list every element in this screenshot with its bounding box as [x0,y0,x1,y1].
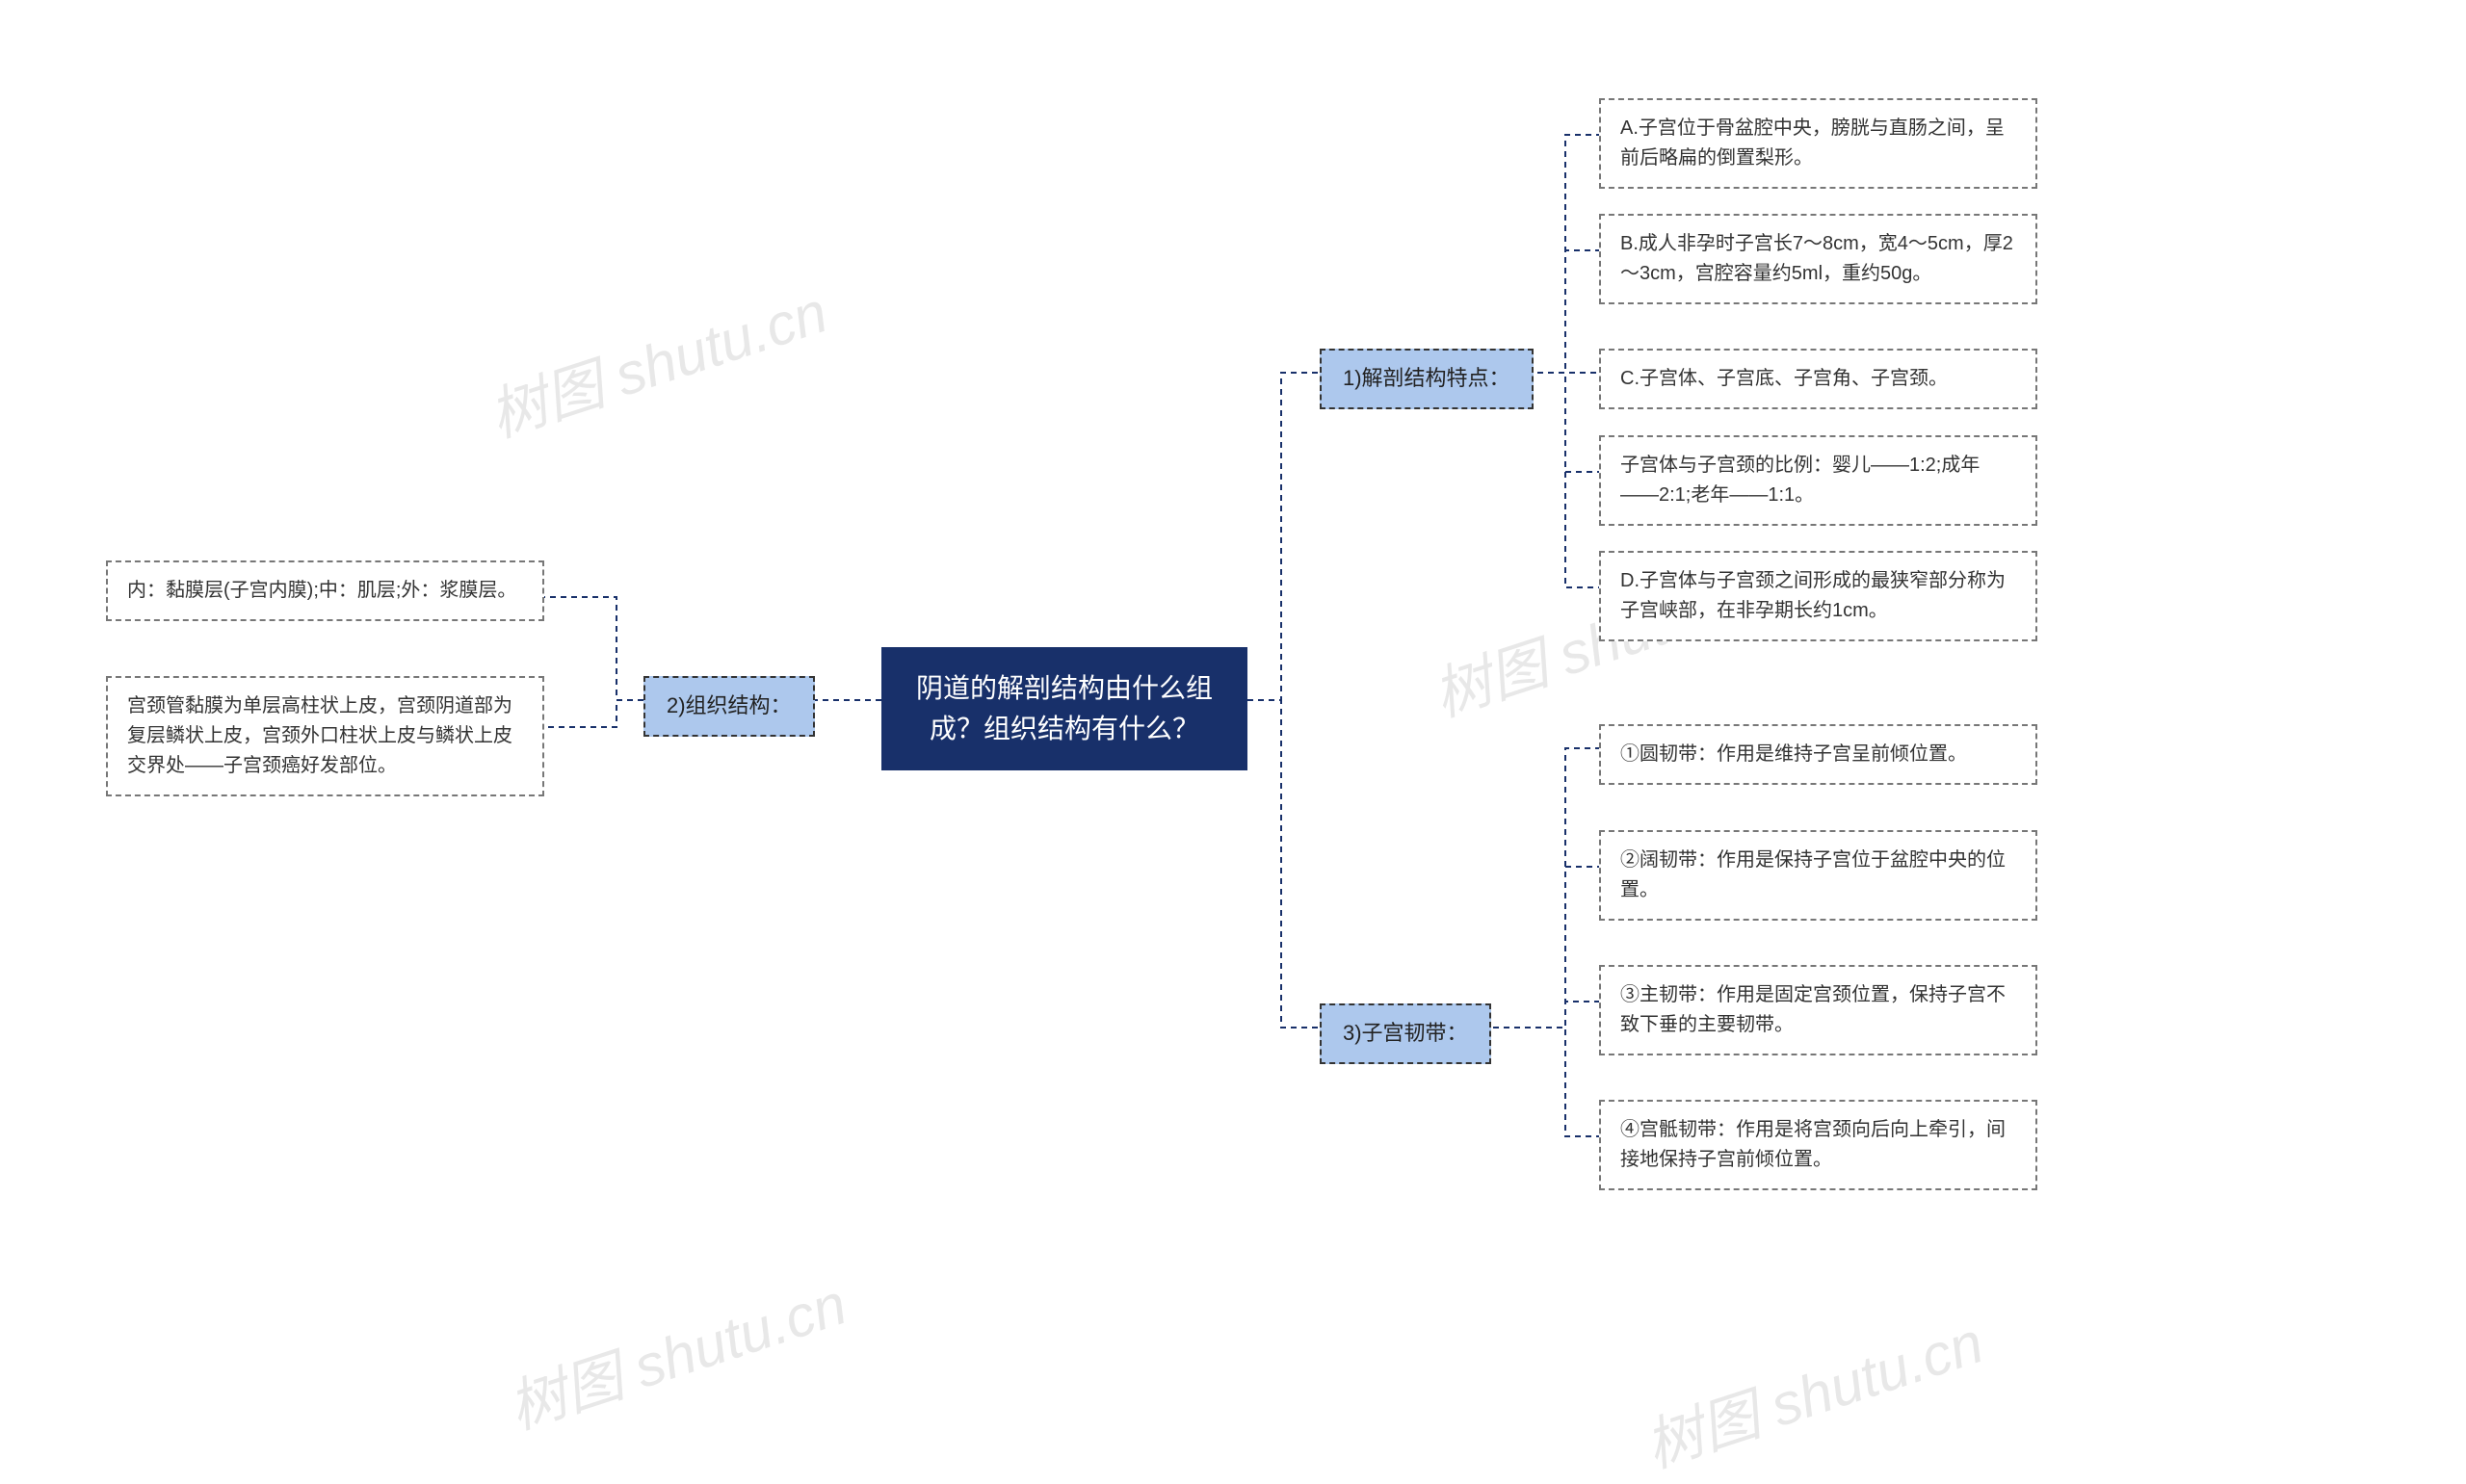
leaf-node[interactable]: A.子宫位于骨盆腔中央，膀胱与直肠之间，呈前后略扁的倒置梨形。 [1599,98,2037,189]
leaf-node[interactable]: ③主韧带：作用是固定宫颈位置，保持子宫不致下垂的主要韧带。 [1599,965,2037,1055]
branch-tissue-structure[interactable]: 2)组织结构： [643,676,815,737]
watermark: 树图 shutu.cn [1633,1296,1992,1484]
leaf-node[interactable]: 子宫体与子宫颈的比例：婴儿——1:2;成年——2:1;老年——1:1。 [1599,435,2037,526]
leaf-node[interactable]: B.成人非孕时子宫长7～8cm，宽4～5cm，厚2～3cm，宫腔容量约5ml，重… [1599,214,2037,304]
branch-anatomy-features[interactable]: 1)解剖结构特点： [1320,349,1534,409]
leaf-node[interactable]: ①圆韧带：作用是维持子宫呈前倾位置。 [1599,724,2037,785]
leaf-node[interactable]: D.子宫体与子宫颈之间形成的最狭窄部分称为子宫峡部，在非孕期长约1cm。 [1599,551,2037,641]
root-node[interactable]: 阴道的解剖结构由什么组成？组织结构有什么？ [881,647,1247,770]
leaf-node[interactable]: 内：黏膜层(子宫内膜);中：肌层;外：浆膜层。 [106,560,544,621]
watermark: 树图 shutu.cn [496,1258,855,1445]
leaf-node[interactable]: ②阔韧带：作用是保持子宫位于盆腔中央的位置。 [1599,830,2037,921]
leaf-node[interactable]: C.子宫体、子宫底、子宫角、子宫颈。 [1599,349,2037,409]
leaf-node[interactable]: 宫颈管黏膜为单层高柱状上皮，宫颈阴道部为复层鳞状上皮，宫颈外口柱状上皮与鳞状上皮… [106,676,544,796]
leaf-node[interactable]: ④宫骶韧带：作用是将宫颈向后向上牵引，间接地保持子宫前倾位置。 [1599,1100,2037,1190]
watermark: 树图 shutu.cn [477,266,836,454]
branch-uterine-ligaments[interactable]: 3)子宫韧带： [1320,1003,1491,1064]
